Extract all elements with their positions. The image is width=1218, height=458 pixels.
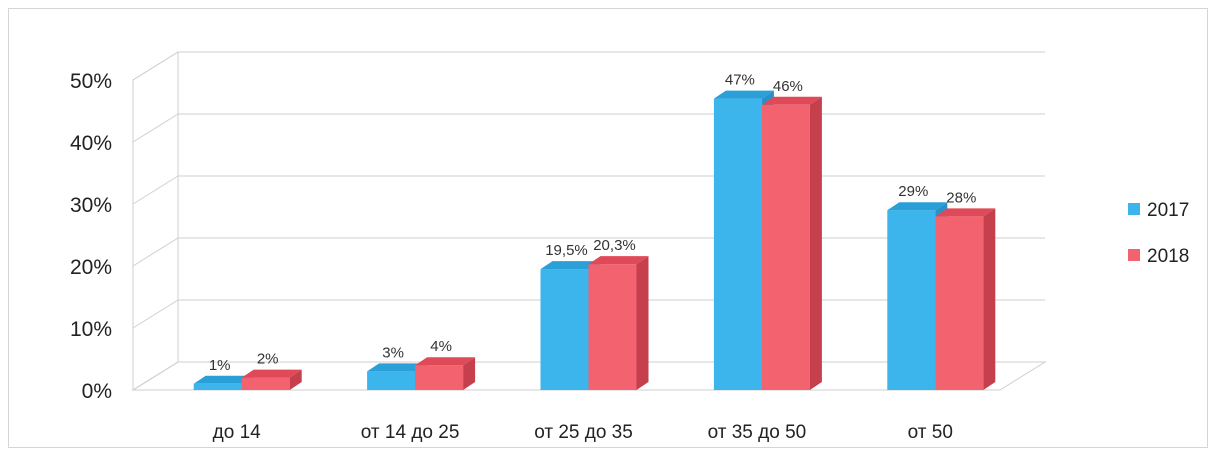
gridline-diag-2 <box>132 237 179 267</box>
legend: 2017 2018 <box>1128 200 1189 267</box>
legend-swatch-2018 <box>1128 249 1140 261</box>
data-label-2018-от-14-до-25: 4% <box>430 338 452 355</box>
bar-side-2018-от-50 <box>983 208 996 390</box>
bar-top-2017-от-35-до-50 <box>713 90 774 99</box>
bar-front-2017-до-14 <box>193 383 242 390</box>
bar-top-2018-от-35-до-50 <box>761 96 822 105</box>
legend-label-2018: 2018 <box>1147 246 1189 267</box>
data-label-2017-от-25-до-35: 19,5% <box>545 242 588 259</box>
gridline-diag-5 <box>132 51 179 81</box>
x-tick-label-от-50: от 50 <box>908 422 953 443</box>
bar-side-2018-от-25-до-35 <box>636 256 649 390</box>
bar-front-2017-от-25-до-35 <box>540 269 589 390</box>
data-label-2018-от-25-до-35: 20,3% <box>593 237 636 254</box>
bar-front-2017-от-35-до-50 <box>713 98 762 390</box>
bar-top-2017-до-14 <box>193 375 254 384</box>
bar-front-2018-от-50 <box>935 216 984 390</box>
y-tick-label-4: 40% <box>70 132 112 155</box>
y-tick-label-1: 10% <box>70 318 112 341</box>
bar-front-2018-до-14 <box>241 377 290 390</box>
y-tick-label-2: 20% <box>70 256 112 279</box>
bar-front-2017-от-14-до-25 <box>367 371 416 390</box>
x-axis-ticks: до 14 от 14 до 25 от 25 до 35 от 35 до 50 от… <box>213 422 953 443</box>
data-label-2018-от-35-до-50: 46% <box>773 78 803 95</box>
gridline-diag-3 <box>132 175 179 205</box>
data-label-2017-от-50: 29% <box>898 183 928 200</box>
data-label-2017-от-35-до-50: 47% <box>725 72 755 89</box>
bars <box>193 90 996 391</box>
y-tick-label-3: 30% <box>70 194 112 217</box>
bar-top-2018-от-14-до-25 <box>415 357 476 366</box>
bar-top-2017-от-25-до-35 <box>540 261 601 270</box>
legend-swatch-2017 <box>1128 203 1140 215</box>
bar-front-2018-от-35-до-50 <box>761 104 810 391</box>
y-tick-label-5: 50% <box>70 70 112 93</box>
gridline-diag-1 <box>132 299 179 329</box>
y-tick-label-0: 0% <box>82 380 112 403</box>
bar-side-2018-от-14-до-25 <box>463 357 476 390</box>
x-tick-label-от-25-до-35: от 25 до 35 <box>534 422 633 443</box>
data-label-2018-от-50: 28% <box>946 189 976 206</box>
bar-top-2018-до-14 <box>241 369 302 378</box>
left-wall <box>132 51 179 391</box>
bar-front-2018-от-25-до-35 <box>588 264 637 390</box>
data-label-2017-от-14-до-25: 3% <box>382 344 404 361</box>
legend-label-2017: 2017 <box>1147 200 1189 221</box>
bar-side-2018-от-35-до-50 <box>809 96 822 391</box>
gridline-diag-0 <box>132 361 179 391</box>
bar-2018-от-35-до-50 <box>761 96 822 391</box>
bar-2018-от-25-до-35 <box>588 256 649 390</box>
bar-2018-до-14 <box>241 369 302 390</box>
bar-top-2017-от-14-до-25 <box>367 363 428 372</box>
y-axis-ticks: 0% 10% 20% 30% 40% 50% <box>70 70 112 403</box>
bar-top-2018-от-25-до-35 <box>588 256 649 265</box>
bar-side-2018-до-14 <box>289 369 302 390</box>
bar-front-2018-от-14-до-25 <box>415 365 464 390</box>
x-tick-label-от-14-до-25: от 14 до 25 <box>361 422 460 443</box>
bar-2017-от-25-до-35 <box>540 261 601 390</box>
bar-front-2017-от-50 <box>887 210 936 390</box>
x-tick-label-от-35-до-50: от 35 до 50 <box>708 422 807 443</box>
x-tick-label-до-14: до 14 <box>213 422 261 443</box>
data-label-2017-до-14: 1% <box>209 357 231 374</box>
data-labels: 1% 2% 3% 4% 19,5% 20,3% 47% 46% 29% 28% <box>209 72 976 374</box>
bar-2018-от-14-до-25 <box>415 357 476 390</box>
gridline-diag-4 <box>132 113 179 143</box>
data-label-2018-до-14: 2% <box>257 351 279 368</box>
bar-top-2018-от-50 <box>935 208 996 217</box>
bar-2018-от-50 <box>935 208 996 390</box>
bar-top-2017-от-50 <box>887 202 948 211</box>
